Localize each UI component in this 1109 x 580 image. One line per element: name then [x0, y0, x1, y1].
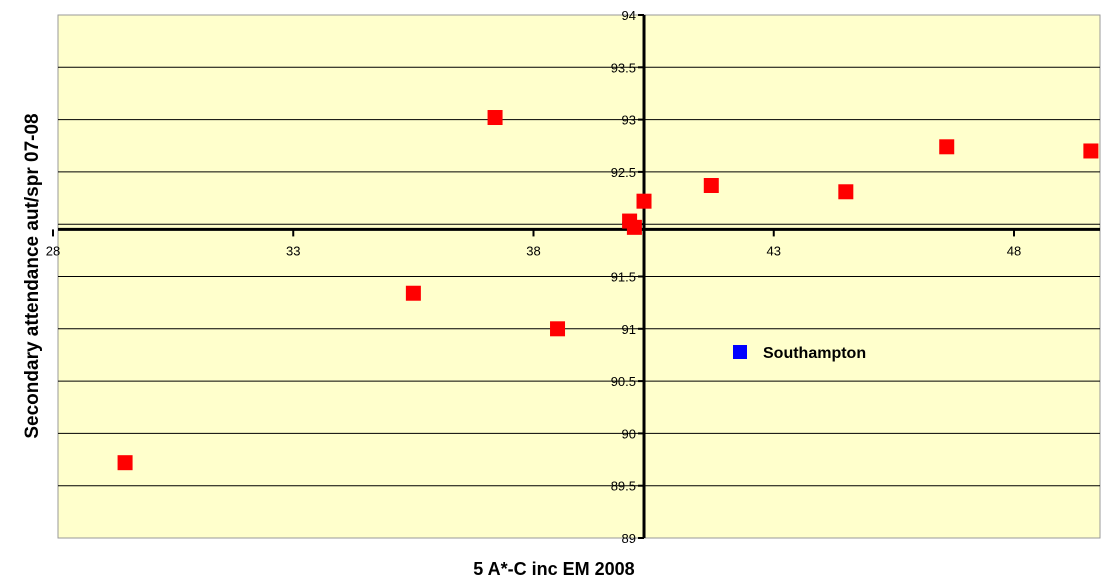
data-point-0-10 — [1083, 143, 1099, 159]
axes — [52, 14, 1100, 539]
x-tick-label-28: 28 — [46, 243, 60, 258]
legend-swatch-southampton — [733, 345, 747, 359]
data-point-0-6 — [636, 193, 652, 209]
data-point-0-8 — [838, 184, 854, 200]
data-point-0-1 — [405, 285, 421, 301]
y-tick-label-91: 91 — [622, 322, 636, 337]
data-point-0-3 — [550, 321, 566, 337]
x-tick-label-38: 38 — [526, 243, 540, 258]
y-tick-label-90.5: 90.5 — [611, 374, 636, 389]
y-tick-label-93.5: 93.5 — [611, 60, 636, 75]
y-tick-label-93: 93 — [622, 113, 636, 128]
y-axis-label: Secondary attendance aut/spr 07-08 — [22, 113, 43, 438]
data-point-0-7 — [703, 177, 719, 193]
tick-labels: 8989.59090.59191.59292.59393.59428333843… — [46, 8, 1021, 546]
legend-label-southampton: Southampton — [763, 345, 866, 362]
x-tick-label-43: 43 — [767, 243, 781, 258]
data-point-0-0 — [117, 455, 133, 471]
y-tick-label-89: 89 — [622, 531, 636, 546]
y-tick-label-92.5: 92.5 — [611, 165, 636, 180]
y-tick-label-89.5: 89.5 — [611, 479, 636, 494]
y-tick-label-90: 90 — [622, 426, 636, 441]
x-axis-label: 5 A*-C inc EM 2008 — [473, 559, 634, 579]
data-point-0-9 — [939, 139, 955, 155]
y-tick-label-94: 94 — [622, 8, 636, 23]
data-point-0-2 — [487, 110, 503, 126]
data-point-0-5 — [626, 219, 642, 235]
y-tick-label-91.5: 91.5 — [611, 270, 636, 285]
x-tick-label-33: 33 — [286, 243, 300, 258]
legend: Southampton — [733, 345, 866, 362]
x-tick-label-48: 48 — [1007, 243, 1021, 258]
gridlines — [58, 66, 1100, 487]
data-points — [117, 110, 1099, 471]
